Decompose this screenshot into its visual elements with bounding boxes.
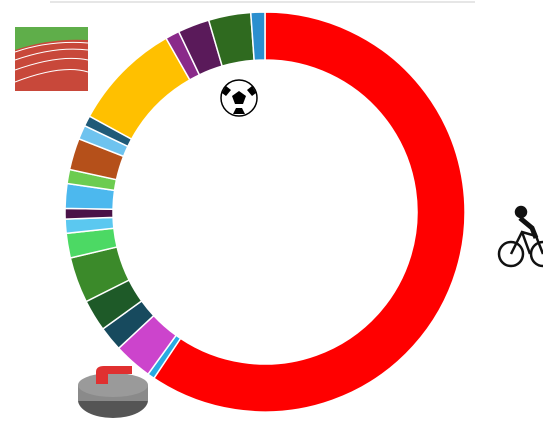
cyclist-icon: [497, 205, 543, 268]
donut-segment: [249, 11, 266, 62]
donut: [64, 11, 466, 413]
soccer-ball-icon: [220, 79, 258, 117]
donut-segment: [152, 11, 466, 413]
curling-stone-icon: [78, 366, 148, 418]
track-icon: [14, 27, 89, 97]
donut-segment: [64, 207, 114, 220]
